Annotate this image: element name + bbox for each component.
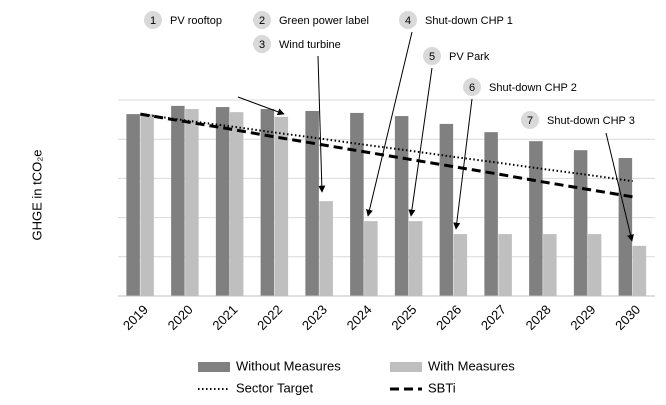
bar xyxy=(274,116,289,296)
annotation-badge xyxy=(423,47,441,65)
annotation-number: 6 xyxy=(469,82,475,94)
annotation-text: Green power label xyxy=(279,15,369,27)
annotation-number: 5 xyxy=(429,51,435,63)
x-tick-label: 2021 xyxy=(209,302,240,333)
bar xyxy=(618,158,633,296)
annotation-number: 4 xyxy=(405,15,411,27)
bar xyxy=(632,245,647,296)
annotation-number: 7 xyxy=(527,115,533,127)
y-axis-label: GHGE in tCO₂e xyxy=(29,149,44,240)
bar xyxy=(587,234,602,296)
annotation-badge xyxy=(463,78,481,96)
x-tick-label: 2020 xyxy=(165,302,196,333)
legend-label: With Measures xyxy=(428,358,515,373)
annotation-badge xyxy=(399,11,417,29)
x-tick-label: 2026 xyxy=(433,302,464,333)
legend-label: Without Measures xyxy=(236,358,341,373)
bar xyxy=(171,105,185,296)
x-tick-label: 2022 xyxy=(254,302,285,333)
annotation-arrow xyxy=(366,31,413,217)
annotation-badge xyxy=(253,11,271,29)
annotation-badge xyxy=(253,35,271,53)
bar xyxy=(484,132,498,296)
annotation-arrow xyxy=(317,55,326,193)
bar xyxy=(126,114,140,296)
x-tick-label: 2019 xyxy=(120,302,151,333)
x-tick-label: 2028 xyxy=(523,302,554,333)
legend-swatch xyxy=(198,362,230,372)
bar xyxy=(453,234,468,296)
trend-line xyxy=(140,113,633,183)
bar xyxy=(408,221,423,296)
bar xyxy=(319,201,333,296)
x-tick-label: 2024 xyxy=(344,302,375,333)
annotation-arrow xyxy=(453,98,473,230)
annotation-badge xyxy=(521,111,539,129)
x-tick-label: 2030 xyxy=(612,302,643,333)
bar xyxy=(229,112,244,296)
bar xyxy=(364,221,378,296)
legend-swatch xyxy=(390,362,422,372)
bar xyxy=(350,112,364,296)
x-tick-label: 2025 xyxy=(388,302,419,333)
annotation-text: PV rooftop xyxy=(170,15,222,27)
annotation-text: Shut-down CHP 2 xyxy=(489,82,577,94)
bar xyxy=(543,234,557,296)
legend-label: SBTi xyxy=(428,380,456,395)
bar xyxy=(573,150,588,296)
bar xyxy=(439,123,454,296)
annotation-number: 1 xyxy=(150,15,156,27)
annotation-arrow xyxy=(408,67,433,217)
annotation-text: PV Park xyxy=(449,51,490,63)
annotation-number: 2 xyxy=(259,15,265,27)
bar xyxy=(498,234,512,296)
annotation-text: Shut-down CHP 1 xyxy=(425,15,513,27)
legend-label: Sector Target xyxy=(236,380,313,395)
annotation-text: Wind turbine xyxy=(279,39,341,51)
bar xyxy=(185,109,199,297)
annotation-text: Shut-down CHP 3 xyxy=(547,115,635,127)
bar xyxy=(140,114,154,296)
annotation-badge xyxy=(144,11,162,29)
bar xyxy=(529,141,543,296)
bar xyxy=(394,116,409,297)
x-tick-label: 2029 xyxy=(567,302,598,333)
bar xyxy=(260,109,275,297)
annotation-arrow xyxy=(605,132,634,242)
bar xyxy=(305,110,319,296)
x-tick-label: 2023 xyxy=(299,302,330,333)
x-tick-label: 2027 xyxy=(478,302,509,333)
annotation-number: 3 xyxy=(259,39,265,51)
annotation-arrow xyxy=(237,96,285,116)
bar xyxy=(215,107,230,296)
